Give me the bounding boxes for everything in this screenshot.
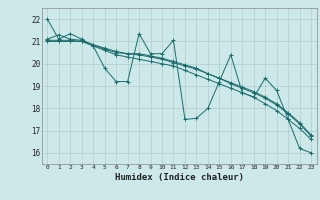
X-axis label: Humidex (Indice chaleur): Humidex (Indice chaleur): [115, 173, 244, 182]
